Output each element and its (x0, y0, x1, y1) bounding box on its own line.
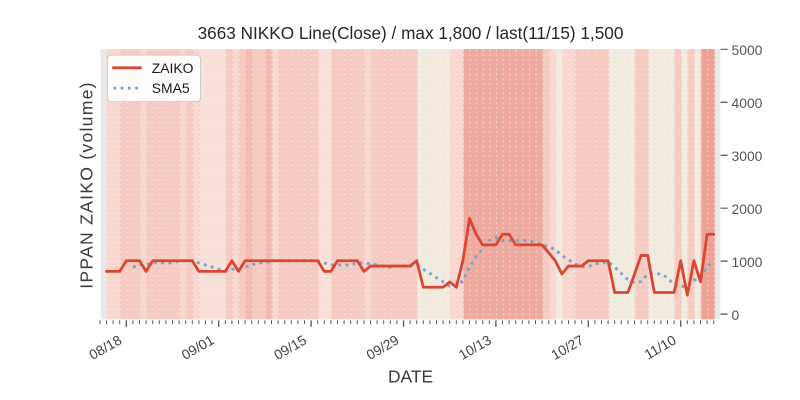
svg-text:0: 0 (732, 307, 740, 323)
svg-text:5000: 5000 (732, 42, 763, 58)
svg-text:4000: 4000 (732, 95, 763, 111)
svg-text:IPPAN ZAIKO (volume): IPPAN ZAIKO (volume) (76, 81, 96, 289)
svg-text:3663 NIKKO Line(Close) / max 1: 3663 NIKKO Line(Close) / max 1,800 / las… (198, 23, 624, 43)
svg-text:1000: 1000 (732, 254, 763, 270)
svg-text:2000: 2000 (732, 201, 763, 217)
svg-text:ZAIKO: ZAIKO (152, 60, 194, 76)
svg-text:DATE: DATE (388, 367, 433, 387)
svg-text:SMA5: SMA5 (152, 80, 190, 96)
svg-text:3000: 3000 (732, 148, 763, 164)
